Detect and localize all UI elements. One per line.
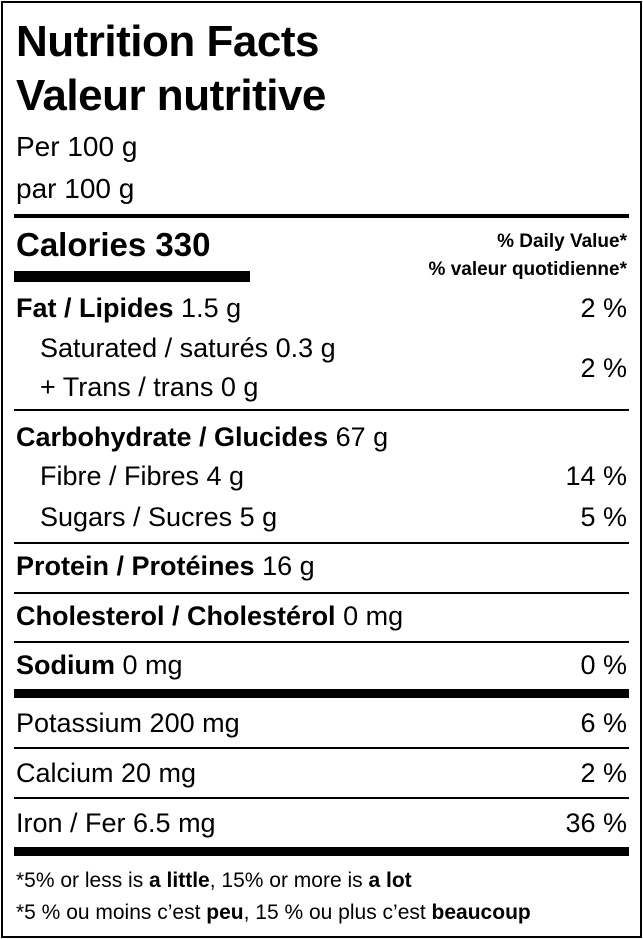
footnote-text: *5% or less is — [16, 869, 150, 892]
sodium-amount: 0 mg — [122, 650, 183, 680]
saturated-trans-dv: 2 % — [580, 353, 627, 383]
daily-value-en: % Daily Value* — [497, 231, 627, 252]
divider — [14, 214, 629, 218]
protein-row: Protein / Protéines 16 g — [16, 553, 315, 580]
footnote-bold: a little — [149, 869, 210, 892]
protein-label: Protein / Protéines — [16, 551, 255, 581]
title-fr: Valeur nutritive — [16, 71, 326, 120]
calories: Calories 330 — [16, 228, 210, 261]
potassium-row: Potassium 200 mg — [16, 708, 240, 738]
potassium-dv: 6 % — [580, 708, 627, 738]
calcium-row: Calcium 20 mg — [16, 758, 197, 788]
footnote-bold: beaucoup — [431, 901, 531, 924]
thick-divider — [14, 689, 629, 698]
calories-bar — [14, 271, 250, 282]
iron-row: Iron / Fer 6.5 mg — [16, 808, 216, 838]
sugars-row: Sugars / Sucres 5 g — [40, 502, 278, 532]
daily-value-fr: % valeur quotidienne* — [428, 259, 627, 280]
sodium-label: Sodium — [16, 650, 115, 680]
footnote-fr: *5 % ou moins c’est peu, 15 % ou plus c’… — [16, 902, 531, 923]
divider — [14, 747, 629, 749]
sodium-row: Sodium 0 mg — [16, 652, 183, 679]
thick-divider — [14, 847, 629, 856]
fibre-row: Fibre / Fibres 4 g — [40, 461, 245, 491]
carb-label: Carbohydrate / Glucides — [16, 422, 329, 452]
footnote-text: , 15% or more is — [209, 869, 369, 892]
cholesterol-label: Cholesterol / Cholestérol — [16, 601, 336, 631]
cholesterol-row: Cholesterol / Cholestérol 0 mg — [16, 603, 403, 630]
fibre-dv: 14 % — [565, 461, 627, 491]
divider — [14, 542, 629, 544]
footnote-text: , 15 % ou plus c’est — [243, 901, 432, 924]
fat-label: Fat / Lipides — [16, 293, 174, 323]
footnote-bold: peu — [206, 901, 244, 924]
calories-value: 330 — [155, 226, 211, 263]
divider — [14, 797, 629, 799]
divider — [14, 592, 629, 594]
saturated-row: Saturated / saturés 0.3 g — [40, 333, 336, 363]
calories-label: Calories — [16, 226, 147, 263]
fat-row: Fat / Lipides 1.5 g — [16, 295, 241, 322]
trans-row: + Trans / trans 0 g — [40, 372, 259, 402]
footnote-en: *5% or less is a little, 15% or more is … — [16, 870, 412, 891]
divider — [14, 641, 629, 643]
carb-amount: 67 g — [335, 422, 389, 452]
footnote-text: *5 % ou moins c’est — [16, 901, 207, 924]
cholesterol-amount: 0 mg — [343, 601, 404, 631]
serving-fr: par 100 g — [16, 173, 135, 204]
divider — [14, 409, 629, 411]
calcium-dv: 2 % — [580, 758, 627, 788]
protein-amount: 16 g — [262, 551, 315, 581]
fat-amount: 1.5 g — [181, 293, 242, 323]
title-en: Nutrition Facts — [16, 17, 319, 66]
fat-dv: 2 % — [580, 293, 627, 323]
footnote-bold: a lot — [368, 869, 412, 892]
sodium-dv: 0 % — [580, 650, 627, 680]
carb-row: Carbohydrate / Glucides 67 g — [16, 424, 388, 451]
sugars-dv: 5 % — [580, 502, 627, 532]
iron-dv: 36 % — [565, 808, 627, 838]
serving-en: Per 100 g — [16, 131, 138, 162]
